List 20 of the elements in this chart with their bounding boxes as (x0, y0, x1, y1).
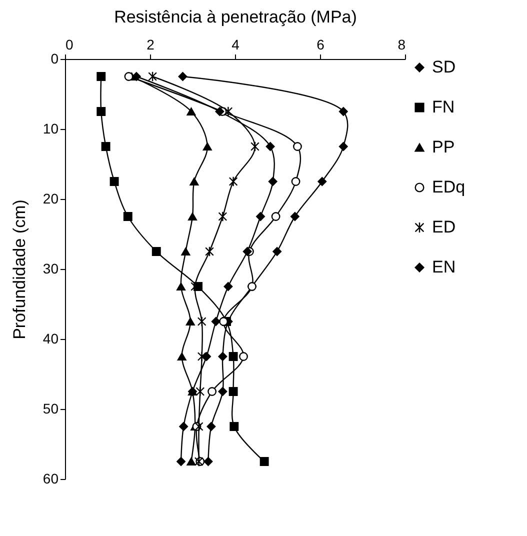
legend-label: ED (432, 218, 456, 236)
x-tick-label: 2 (146, 36, 155, 52)
legend-label: PP (432, 138, 455, 156)
y-tick-label: 20 (42, 190, 59, 206)
legend-label: SD (432, 58, 456, 76)
legend-label: EN (432, 258, 456, 276)
y-tick-label: 40 (42, 330, 59, 346)
legend-label: EDq (432, 178, 466, 196)
x-tick-label: 4 (232, 36, 240, 52)
y-tick-label: 10 (42, 120, 59, 136)
y-tick-label: 0 (50, 50, 59, 66)
y-tick-label: 30 (42, 260, 59, 276)
y-tick-label: 50 (42, 400, 59, 416)
x-tick-label: 6 (316, 36, 325, 52)
y-axis-title: Profundidade (cm) (10, 200, 29, 340)
legend-label: FN (432, 98, 455, 116)
x-axis-title: Resistência à penetração (MPa) (114, 8, 357, 26)
y-tick-label: 60 (42, 470, 59, 486)
x-tick-label: 0 (66, 36, 74, 52)
x-tick-label: 8 (398, 36, 406, 52)
